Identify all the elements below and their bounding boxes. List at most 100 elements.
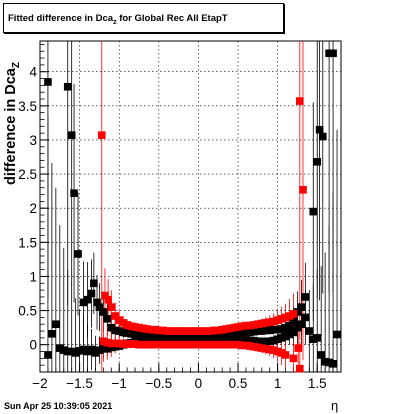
data-point-black (83, 295, 92, 304)
data-point-black (246, 328, 254, 337)
data-point-black (325, 49, 333, 58)
data-point-red (166, 340, 175, 349)
data-point-red (289, 310, 298, 318)
data-point-red (107, 303, 116, 311)
data-point-black (281, 323, 290, 332)
data-point-red (135, 323, 143, 332)
data-point-red (281, 313, 290, 322)
data-point-black (87, 289, 96, 298)
data-point-black (234, 330, 242, 339)
data-point-red (294, 344, 303, 352)
data-point-black (321, 357, 329, 366)
data-point-red (296, 364, 304, 373)
data-point-black (222, 335, 230, 344)
data-point-black (250, 327, 258, 336)
data-point-black (63, 347, 72, 356)
data-point-red (174, 340, 183, 349)
data-markers (44, 49, 341, 373)
data-point-black (315, 125, 324, 134)
data-point-black (281, 332, 290, 341)
data-point-red (234, 340, 242, 349)
data-point-red (257, 319, 266, 328)
data-point-black (273, 325, 282, 334)
data-point-black (254, 327, 262, 335)
data-point-black (309, 207, 318, 216)
data-point-black (91, 349, 100, 357)
data-point-black (254, 337, 262, 346)
data-point-red (147, 340, 155, 349)
data-point-black (107, 343, 116, 352)
data-point-black (277, 334, 286, 342)
data-point-red (99, 337, 108, 346)
data-point-black (182, 335, 191, 344)
data-point-black (301, 293, 310, 301)
data-point-red (123, 321, 131, 329)
data-point-red (139, 324, 147, 333)
x-axis-label: η (331, 398, 339, 413)
data-point-red (178, 340, 187, 349)
x-tick-label: 0 (195, 376, 203, 391)
data-point-red (206, 340, 215, 349)
data-point-red (155, 340, 163, 349)
y-axis-label-subscript: Z (10, 62, 22, 69)
data-point-red (289, 354, 298, 363)
data-point-black (293, 323, 302, 332)
data-point-black (206, 335, 215, 344)
data-point-red (202, 340, 211, 349)
y-tick-label: 4 (29, 65, 37, 80)
data-point-red (151, 340, 159, 349)
data-point-red (158, 340, 167, 349)
data-point-red (194, 340, 203, 349)
data-point-red (296, 97, 304, 105)
data-point-red (299, 185, 307, 194)
data-point-red (202, 327, 211, 335)
data-point-black (79, 298, 88, 307)
data-point-red (190, 340, 199, 349)
data-point-black (198, 335, 207, 344)
data-point-black (313, 157, 322, 166)
data-point-black (79, 345, 88, 354)
data-point-black (277, 325, 286, 333)
data-point-black (226, 335, 234, 344)
data-point-black (71, 349, 80, 357)
data-point-black (111, 326, 120, 335)
data-point-black (155, 336, 163, 344)
data-point-black (250, 336, 258, 345)
data-point-black (115, 327, 124, 335)
data-point-black (261, 326, 270, 335)
data-point-red (131, 340, 139, 348)
data-point-black (44, 78, 52, 86)
tick-labels: −2 −1.5 −1 −0.5 0 0.5 1 1.5 0 0.5 1 1.5 2 2.5 3 3.5 4 (18, 65, 326, 391)
x-tick-label: −2 (32, 376, 47, 391)
data-point-red (261, 319, 270, 327)
data-point-black (99, 308, 108, 316)
y-axis-label-text: difference in Dca (3, 68, 19, 185)
data-point-red (166, 327, 175, 335)
data-point-black (257, 337, 266, 346)
data-point-black (93, 298, 101, 307)
data-point-black (230, 335, 238, 344)
y-tick-label: 1.5 (18, 235, 37, 250)
data-point-black (289, 328, 298, 337)
data-point-red (281, 351, 290, 359)
data-point-black (273, 335, 282, 344)
data-point-black (123, 329, 131, 337)
data-point-black (318, 132, 327, 141)
data-point-black (269, 336, 278, 345)
data-point-black (246, 336, 254, 345)
chart-title-suffix: for Global Rec All EtapT (116, 13, 228, 24)
data-point-red (190, 327, 199, 335)
data-point-red (158, 326, 167, 335)
data-point-red (277, 314, 286, 323)
data-point-red (230, 323, 238, 332)
data-point-red (101, 291, 109, 300)
data-point-red (265, 345, 274, 354)
data-point-black (257, 327, 266, 335)
x-tick-label: 0.5 (229, 376, 248, 391)
data-point-red (226, 340, 234, 349)
data-point-red (182, 340, 191, 349)
data-point-black (103, 314, 112, 323)
data-point-red (119, 319, 127, 327)
data-point-black (166, 335, 175, 344)
data-point-red (104, 295, 112, 304)
